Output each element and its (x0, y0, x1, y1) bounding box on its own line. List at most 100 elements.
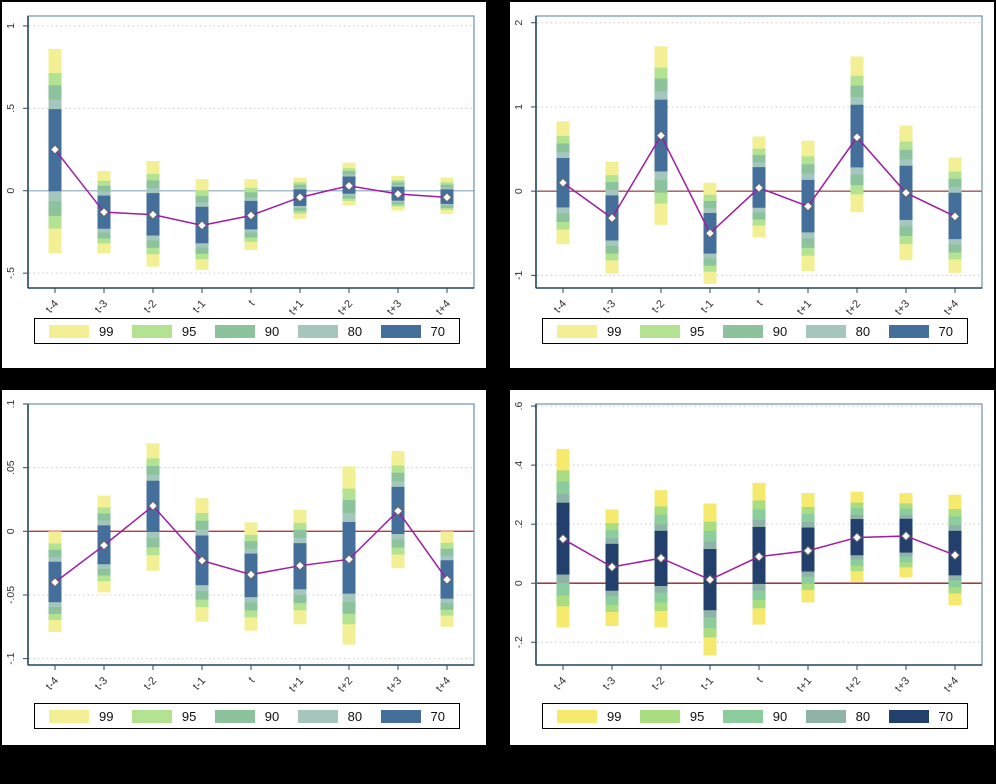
legend-swatch-95 (131, 709, 172, 723)
x-tick-label: t+2 (844, 298, 863, 318)
estimate-marker (196, 220, 208, 231)
estimate-marker (802, 545, 814, 556)
ci-legend: 99 95 90 80 70 (542, 318, 968, 344)
ci-legend: 99 95 90 80 70 (34, 703, 460, 729)
x-tick-label: t-4 (552, 298, 570, 316)
y-tick-label: 1 (5, 23, 17, 29)
legend-label: 80 (347, 323, 363, 339)
estimate-marker (900, 187, 912, 198)
legend-swatch-70 (380, 709, 421, 723)
estimate-marker (655, 130, 667, 141)
estimate-marker (851, 532, 863, 543)
legend-item-80: 80 (297, 323, 363, 339)
panel-top-left: 1 .5 0 -.5 t-4 t-3 t-2 t-1 t t+1 t+2 t+3 t+4 99 95 90 80… (2, 2, 486, 368)
x-tick-label: t-3 (93, 675, 111, 693)
legend-label: 95 (181, 708, 197, 724)
chart-canvas-top-right: 2 1 0 -1 t-4 t-3 t-2 t-1 t t+1 t+2 t+3 t+4 (513, 15, 983, 318)
panel-bottom-left: .1 .05 0 -.05 -.1 t-4 t-3 t-2 t-1 t t+1 t+2 t+3 t+4 99… (2, 390, 486, 745)
y-tick-label: -.2 (513, 636, 525, 648)
legend-swatch-80 (805, 324, 846, 338)
estimate-marker (49, 144, 61, 155)
x-tick-label: t-3 (93, 298, 111, 316)
legend-item-80: 80 (805, 324, 870, 338)
x-tick-label: t-4 (44, 675, 62, 693)
legend-item-90: 90 (722, 324, 787, 338)
legend-swatch-70 (888, 709, 929, 723)
legend-swatch-80 (297, 324, 338, 338)
legend-item-95: 95 (639, 324, 704, 338)
legend-label: 99 (99, 708, 114, 724)
x-tick-label: t+4 (434, 298, 453, 318)
estimate-marker (343, 554, 355, 565)
legend-item-95: 95 (639, 708, 705, 724)
estimate-marker (294, 192, 306, 203)
legend-item-99: 99 (557, 708, 622, 724)
legend-swatch-99 (557, 709, 597, 723)
x-tick-label: t (246, 298, 257, 308)
x-tick-label: t-4 (552, 675, 570, 693)
legend-label: 70 (938, 323, 953, 339)
x-tick-label: t+1 (795, 675, 814, 695)
legend-item-70: 70 (380, 708, 445, 724)
legend-label: 90 (264, 323, 280, 339)
legend-swatch-70 (380, 324, 421, 338)
legend-swatch-99 (557, 324, 597, 338)
estimate-marker (294, 560, 306, 571)
estimate-marker (704, 574, 716, 585)
legend-swatch-95 (131, 324, 172, 338)
estimate-marker (557, 177, 569, 188)
legend-label: 90 (264, 708, 280, 724)
x-tick-label: t (754, 675, 765, 685)
x-tick-label: t+4 (942, 675, 961, 695)
x-tick-label: t+3 (385, 675, 404, 695)
x-tick-label: t+2 (336, 675, 355, 695)
estimate-marker (851, 132, 863, 143)
x-tick-label: t-1 (191, 675, 209, 693)
y-tick-label: -.5 (5, 267, 17, 279)
y-tick-label: .4 (513, 461, 525, 470)
chart-canvas-top-left: 1 .5 0 -.5 t-4 t-3 t-2 t-1 t t+1 t+2 t+3 t+4 (5, 15, 475, 318)
legend-label: 99 (99, 323, 114, 339)
panel-top-right: 2 1 0 -1 t-4 t-3 t-2 t-1 t t+1 t+2 t+3 t+4 99 95 90 80 70 (510, 2, 994, 368)
estimate-marker (196, 555, 208, 566)
estimate-marker (606, 561, 618, 573)
y-tick-label: .6 (513, 402, 525, 411)
estimate-marker (949, 550, 961, 561)
x-tick-label: t-3 (601, 675, 619, 693)
x-tick-label: t (754, 298, 765, 308)
legend-label: 80 (347, 708, 363, 724)
x-tick-label: t+2 (844, 675, 863, 695)
estimate-marker (441, 192, 453, 203)
chart-canvas-bottom-left: .1 .05 0 -.05 -.1 t-4 t-3 t-2 t-1 t t+1 t+2 t+3 t+4 (5, 399, 475, 695)
legend-swatch-95 (639, 709, 680, 723)
estimate-marker (147, 209, 159, 220)
legend-label: 99 (607, 708, 622, 724)
legend-label: 80 (855, 708, 871, 724)
x-tick-label: t-2 (650, 298, 668, 316)
y-tick-label: .2 (513, 520, 525, 529)
legend-item-80: 80 (297, 708, 363, 724)
legend-item-70: 70 (888, 709, 953, 723)
legend-label: 70 (430, 708, 445, 724)
x-tick-label: t+1 (795, 298, 814, 318)
x-tick-label: t-2 (650, 675, 668, 693)
y-tick-label: .5 (5, 104, 17, 113)
x-tick-label: t+4 (434, 675, 453, 695)
estimate-marker (245, 569, 257, 580)
x-tick-label: t+1 (287, 298, 306, 318)
legend-label: 70 (430, 323, 445, 339)
estimate-marker (802, 201, 814, 212)
y-tick-label: 0 (513, 188, 525, 194)
estimate-marker (655, 553, 667, 564)
legend-label: 95 (689, 708, 705, 724)
estimate-marker (753, 182, 765, 193)
x-tick-label: t-1 (699, 298, 717, 316)
legend-swatch-95 (639, 324, 680, 338)
legend-label: 95 (181, 323, 197, 339)
x-tick-label: t (246, 675, 257, 685)
y-tick-label: -.05 (5, 586, 17, 604)
estimate-marker (98, 540, 110, 551)
legend-swatch-90 (722, 324, 763, 338)
x-tick-label: t-1 (699, 675, 717, 693)
